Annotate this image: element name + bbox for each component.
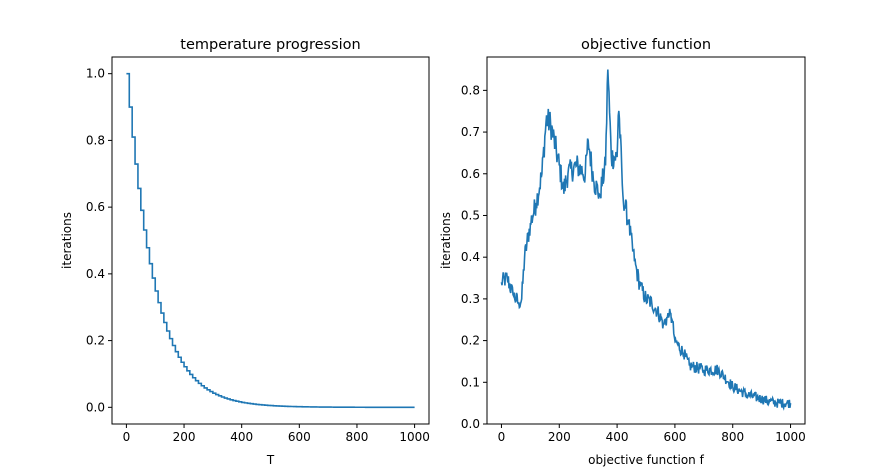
x-tick-label: 1000 xyxy=(775,430,806,444)
y-tick-label: 0.2 xyxy=(461,334,480,348)
y-tick-label: 0.7 xyxy=(461,125,480,139)
x-tick-label: 600 xyxy=(288,430,311,444)
y-tick-label: 0.2 xyxy=(86,334,105,348)
y-axis-label: iterations xyxy=(60,212,74,269)
objective-series-line xyxy=(500,69,792,411)
temperature-series-line xyxy=(126,72,415,409)
x-axis-label: objective function f xyxy=(588,453,704,467)
y-tick-label: 0.4 xyxy=(461,250,480,264)
temperature-progression-plot: temperature progression T iterations 0 20… xyxy=(60,37,430,467)
x-axis-label: T xyxy=(266,453,275,467)
y-tick-label: 0.4 xyxy=(86,267,105,281)
x-tick-label: 0 xyxy=(498,430,506,444)
x-tick-label: 800 xyxy=(346,430,369,444)
y-ticks: 0.0 0.1 0.2 0.3 0.4 0.5 0.6 0.7 0.8 xyxy=(461,83,487,431)
y-tick-label: 1.0 xyxy=(86,67,105,81)
y-tick-label: 0.6 xyxy=(86,200,105,214)
x-tick-label: 400 xyxy=(230,430,253,444)
x-tick-label: 800 xyxy=(721,430,744,444)
plot-frame xyxy=(486,56,806,425)
x-tick-label: 600 xyxy=(663,430,686,444)
x-tick-label: 1000 xyxy=(399,430,430,444)
y-ticks: 0.0 0.2 0.4 0.6 0.8 1.0 xyxy=(86,67,112,414)
x-tick-label: 400 xyxy=(606,430,629,444)
y-tick-label: 0.1 xyxy=(461,375,480,389)
y-tick-label: 0.0 xyxy=(461,417,480,431)
plot-title: temperature progression xyxy=(180,37,360,53)
x-tick-label: 200 xyxy=(173,430,196,444)
plot-frame xyxy=(111,56,430,425)
y-tick-label: 0.6 xyxy=(461,167,480,181)
y-axis-label: iterations xyxy=(439,212,453,269)
x-ticks: 0 200 400 600 800 1000 xyxy=(498,424,806,444)
x-tick-label: 200 xyxy=(548,430,571,444)
objective-function-plot: objective function objective function f … xyxy=(439,37,806,467)
y-tick-label: 0.5 xyxy=(461,208,480,222)
y-tick-label: 0.8 xyxy=(86,133,105,147)
y-tick-label: 0.0 xyxy=(86,400,105,414)
x-ticks: 0 200 400 600 800 1000 xyxy=(123,424,430,444)
y-tick-label: 0.8 xyxy=(461,83,480,97)
plot-title: objective function xyxy=(581,37,711,53)
y-tick-label: 0.3 xyxy=(461,292,480,306)
x-tick-label: 0 xyxy=(123,430,131,444)
